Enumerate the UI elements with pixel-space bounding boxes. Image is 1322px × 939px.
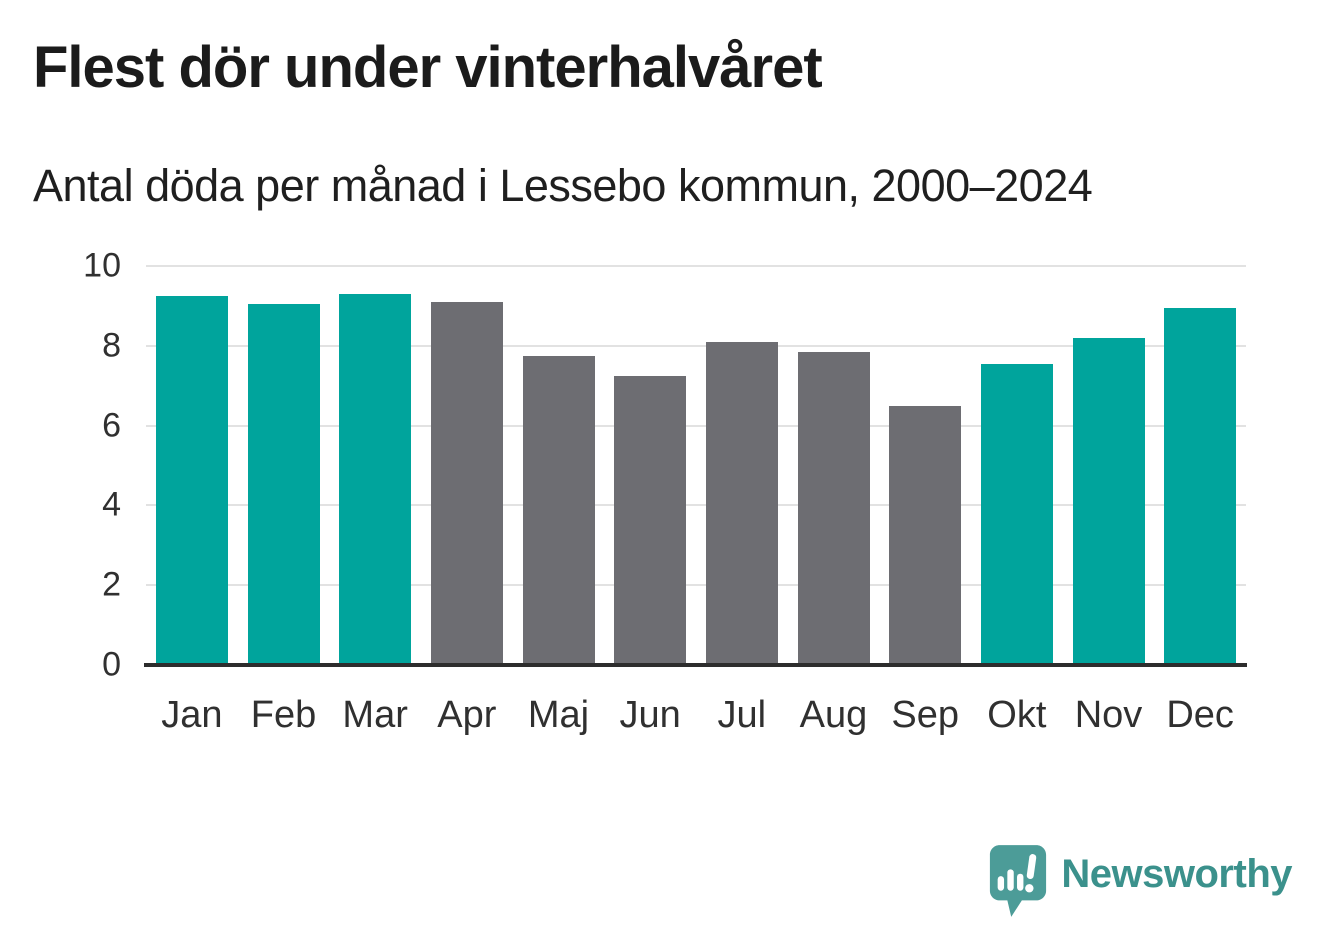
x-tick-label-dec: Dec bbox=[1166, 694, 1234, 736]
x-tick-label-aug: Aug bbox=[799, 694, 868, 736]
bar-mar bbox=[339, 293, 412, 665]
y-tick-label-6: 6 bbox=[102, 406, 121, 445]
y-tick-label-0: 0 bbox=[102, 645, 121, 684]
newsworthy-bubble-chart-icon bbox=[987, 843, 1049, 919]
bar-feb bbox=[247, 303, 320, 665]
bar-nov bbox=[1072, 337, 1145, 665]
plot-area: 0 2 4 6 8 10 Jan Feb Mar Apr Maj Jun Jul Aug Sep Okt No… bbox=[83, 247, 1247, 736]
y-tick-label-8: 8 bbox=[102, 326, 121, 365]
x-axis-line bbox=[144, 663, 1247, 667]
chart-subtitle: Antal döda per månad i Lessebo kommun, 2… bbox=[33, 160, 1093, 211]
gridline-6 bbox=[146, 424, 1246, 427]
gridline-10 bbox=[146, 265, 1246, 267]
bar-jul bbox=[705, 341, 778, 665]
gridline-4 bbox=[146, 504, 1246, 507]
x-tick-label-jun: Jun bbox=[619, 694, 681, 736]
bar-jan bbox=[155, 295, 228, 665]
bar-jun bbox=[614, 375, 687, 665]
x-tick-label-feb: Feb bbox=[250, 694, 317, 736]
x-tick-label-maj: Maj bbox=[527, 694, 590, 736]
bar-maj bbox=[522, 355, 595, 665]
bar-dec bbox=[1164, 307, 1237, 665]
x-tick-label-sep: Sep bbox=[891, 694, 959, 736]
x-tick-label-okt: Okt bbox=[987, 694, 1047, 736]
gridline-8 bbox=[146, 344, 1246, 347]
newsworthy-logo: Newsworthy bbox=[987, 840, 1292, 922]
x-tick-label-apr: Apr bbox=[437, 694, 497, 736]
x-tick-label-jul: Jul bbox=[717, 694, 767, 736]
newsworthy-logo-text: Newsworthy bbox=[1061, 851, 1292, 896]
bar-okt bbox=[980, 363, 1053, 665]
x-tick-label-jan: Jan bbox=[161, 694, 223, 736]
bar-sep bbox=[889, 405, 962, 665]
x-tick-label-nov: Nov bbox=[1074, 694, 1143, 736]
y-tick-label-4: 4 bbox=[102, 485, 121, 524]
bar-apr bbox=[430, 301, 503, 665]
bar-aug bbox=[797, 351, 870, 665]
gridline-2 bbox=[146, 584, 1246, 587]
y-tick-label-10: 10 bbox=[83, 246, 121, 285]
x-tick-label-mar: Mar bbox=[342, 694, 408, 736]
chart-title: Flest dör under vinterhalvåret bbox=[33, 35, 823, 100]
y-tick-label-2: 2 bbox=[102, 565, 121, 604]
